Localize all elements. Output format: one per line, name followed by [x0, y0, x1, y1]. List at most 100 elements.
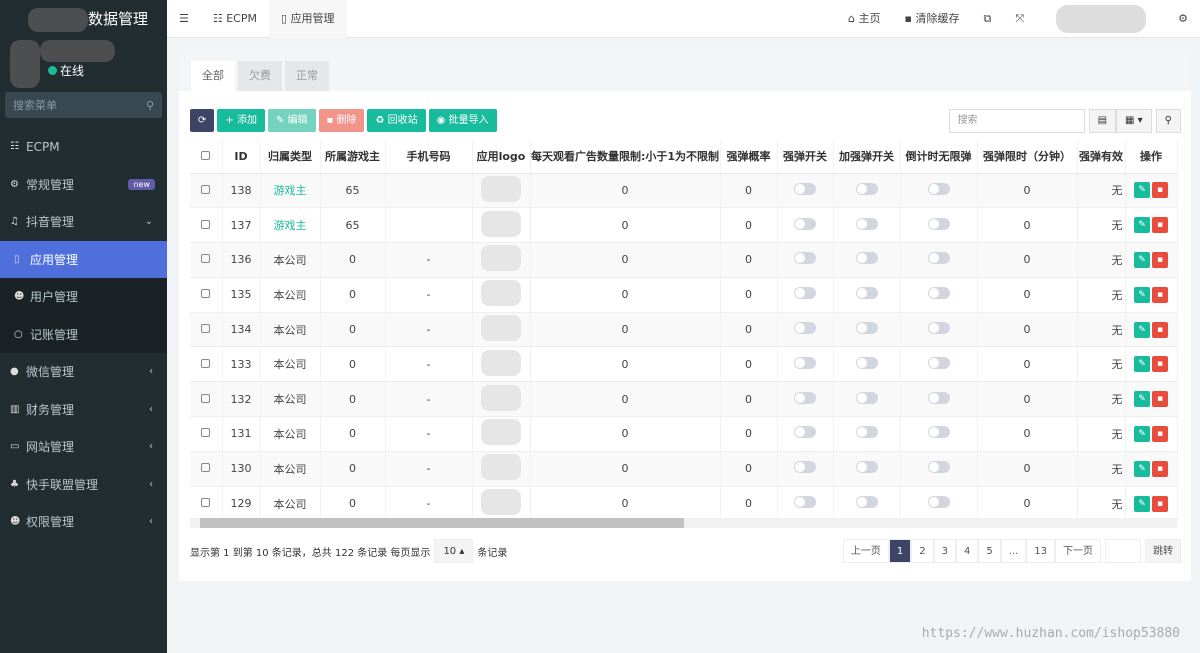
- countdown-switch[interactable]: [900, 416, 978, 452]
- enhanced-popup-switch[interactable]: [833, 207, 901, 244]
- popup-switch[interactable]: [777, 486, 834, 522]
- edit-icon[interactable]: ✎: [1134, 391, 1150, 408]
- column-header[interactable]: 手机号码: [385, 140, 473, 174]
- popup-switch[interactable]: [777, 242, 834, 278]
- delete-icon[interactable]: ▪: [1152, 356, 1168, 373]
- tab-app-management[interactable]: ▯ 应用管理: [269, 0, 347, 38]
- popup-switch[interactable]: [777, 381, 834, 418]
- sidebar-item-6[interactable]: ● 微信管理 ‹: [10, 365, 153, 380]
- column-header[interactable]: 应用logo: [472, 140, 531, 174]
- delete-icon[interactable]: ▪: [1152, 460, 1168, 477]
- popup-switch[interactable]: [777, 312, 834, 348]
- menu-toggle-icon[interactable]: ☰: [179, 11, 189, 25]
- column-header[interactable]: 强弹有效: [1077, 140, 1126, 174]
- settings-icon[interactable]: ⚙: [1178, 11, 1188, 25]
- row-checkbox[interactable]: [190, 173, 223, 209]
- countdown-switch[interactable]: [900, 381, 978, 418]
- edit-icon[interactable]: ✎: [1134, 495, 1150, 512]
- row-checkbox[interactable]: [190, 451, 223, 487]
- menu-search-input[interactable]: 搜索菜单 ⚲: [5, 92, 162, 118]
- row-checkbox[interactable]: [190, 207, 223, 244]
- enhanced-popup-switch[interactable]: [833, 277, 901, 313]
- row-checkbox[interactable]: [190, 381, 223, 418]
- prev-page-button[interactable]: 上一页: [842, 539, 889, 563]
- edit-icon[interactable]: ✎: [1134, 356, 1150, 373]
- add-button[interactable]: + 添加: [217, 109, 265, 132]
- column-header[interactable]: 加强弹开关: [833, 140, 901, 174]
- language-icon[interactable]: ⧉: [983, 11, 992, 25]
- row-checkbox[interactable]: [190, 486, 223, 522]
- row-checkbox[interactable]: [190, 346, 223, 383]
- column-header[interactable]: 每天观看广告数量限制:小于1为不限制: [530, 140, 721, 174]
- countdown-switch[interactable]: [900, 346, 978, 383]
- delete-icon[interactable]: ▪: [1152, 495, 1168, 512]
- page-size-select[interactable]: 10 ▴: [434, 539, 474, 563]
- countdown-switch[interactable]: [900, 486, 978, 522]
- edit-icon[interactable]: ✎: [1134, 321, 1150, 338]
- column-header[interactable]: 强弹限时（分钟）: [977, 140, 1078, 174]
- edit-icon[interactable]: ✎: [1134, 217, 1150, 234]
- type-link[interactable]: 游戏主: [260, 207, 321, 244]
- type-link[interactable]: 游戏主: [260, 173, 321, 209]
- edit-icon[interactable]: ✎: [1134, 425, 1150, 442]
- enhanced-popup-switch[interactable]: [833, 381, 901, 418]
- edit-icon[interactable]: ✎: [1134, 182, 1150, 199]
- page-button[interactable]: ...: [1000, 539, 1027, 563]
- popup-switch[interactable]: [777, 277, 834, 313]
- toggle-view-button[interactable]: ▤: [1088, 109, 1117, 133]
- row-checkbox[interactable]: [190, 242, 223, 278]
- row-checkbox[interactable]: [190, 312, 223, 348]
- jump-button[interactable]: 跳转: [1145, 539, 1181, 563]
- sidebar-item-8[interactable]: ▭ 网站管理 ‹: [10, 440, 153, 455]
- page-button[interactable]: 13: [1026, 539, 1055, 563]
- popup-switch[interactable]: [777, 207, 834, 244]
- delete-icon[interactable]: ▪: [1152, 391, 1168, 408]
- select-all-checkbox[interactable]: [190, 140, 223, 174]
- countdown-switch[interactable]: [900, 207, 978, 244]
- row-checkbox[interactable]: [190, 277, 223, 313]
- delete-icon[interactable]: ▪: [1152, 251, 1168, 268]
- row-checkbox[interactable]: [190, 416, 223, 452]
- delete-icon[interactable]: ▪: [1152, 321, 1168, 338]
- enhanced-popup-switch[interactable]: [833, 173, 901, 209]
- sidebar-item-1[interactable]: ⚙ 常规管理 new: [0, 166, 167, 204]
- enhanced-popup-switch[interactable]: [833, 451, 901, 487]
- sidebar-item-3[interactable]: ▯ 应用管理: [0, 240, 167, 278]
- countdown-switch[interactable]: [900, 451, 978, 487]
- refresh-button[interactable]: ⟳: [190, 109, 215, 132]
- sidebar-item-2[interactable]: ♫ 抖音管理 ⌄: [10, 215, 153, 230]
- delete-icon[interactable]: ▪: [1152, 286, 1168, 303]
- popup-switch[interactable]: [777, 416, 834, 452]
- jump-page-input[interactable]: [1105, 539, 1141, 563]
- edit-button[interactable]: ✎ 编辑: [267, 109, 316, 132]
- sidebar-item-9[interactable]: ♣ 快手联盟管理 ‹: [10, 477, 153, 492]
- countdown-switch[interactable]: [900, 277, 978, 313]
- column-header[interactable]: 强弹概率: [720, 140, 778, 174]
- edit-icon[interactable]: ✎: [1134, 251, 1150, 268]
- page-button[interactable]: 1: [888, 539, 912, 563]
- page-button[interactable]: 3: [933, 539, 956, 563]
- sidebar-item-10[interactable]: ☻ 权限管理 ‹: [10, 515, 153, 530]
- page-button[interactable]: 4: [955, 539, 979, 563]
- delete-icon[interactable]: ▪: [1152, 217, 1168, 234]
- batch-import-button[interactable]: ◉ 批量导入: [428, 109, 497, 132]
- horizontal-scrollbar[interactable]: [190, 518, 1177, 528]
- clear-cache-button[interactable]: ▪ 清除缓存: [904, 11, 960, 25]
- sidebar-item-7[interactable]: ▥ 财务管理 ‹: [10, 402, 153, 417]
- home-link[interactable]: ⌂ 主页: [848, 11, 881, 25]
- user-avatar[interactable]: [1056, 4, 1147, 33]
- column-header[interactable]: 操作: [1125, 140, 1178, 174]
- enhanced-popup-switch[interactable]: [833, 486, 901, 522]
- popup-switch[interactable]: [777, 346, 834, 383]
- delete-button[interactable]: ▪ 删除: [318, 109, 365, 132]
- countdown-switch[interactable]: [900, 242, 978, 278]
- fullscreen-icon[interactable]: ⤧: [1015, 11, 1025, 25]
- enhanced-popup-switch[interactable]: [833, 416, 901, 452]
- page-button[interactable]: 2: [911, 539, 934, 563]
- filter-tab-0[interactable]: 全部: [191, 61, 235, 91]
- next-page-button[interactable]: 下一页: [1055, 539, 1101, 563]
- enhanced-popup-switch[interactable]: [833, 242, 901, 278]
- column-header[interactable]: 归属类型: [260, 140, 321, 174]
- column-header[interactable]: ID: [222, 140, 261, 174]
- delete-icon[interactable]: ▪: [1152, 182, 1168, 199]
